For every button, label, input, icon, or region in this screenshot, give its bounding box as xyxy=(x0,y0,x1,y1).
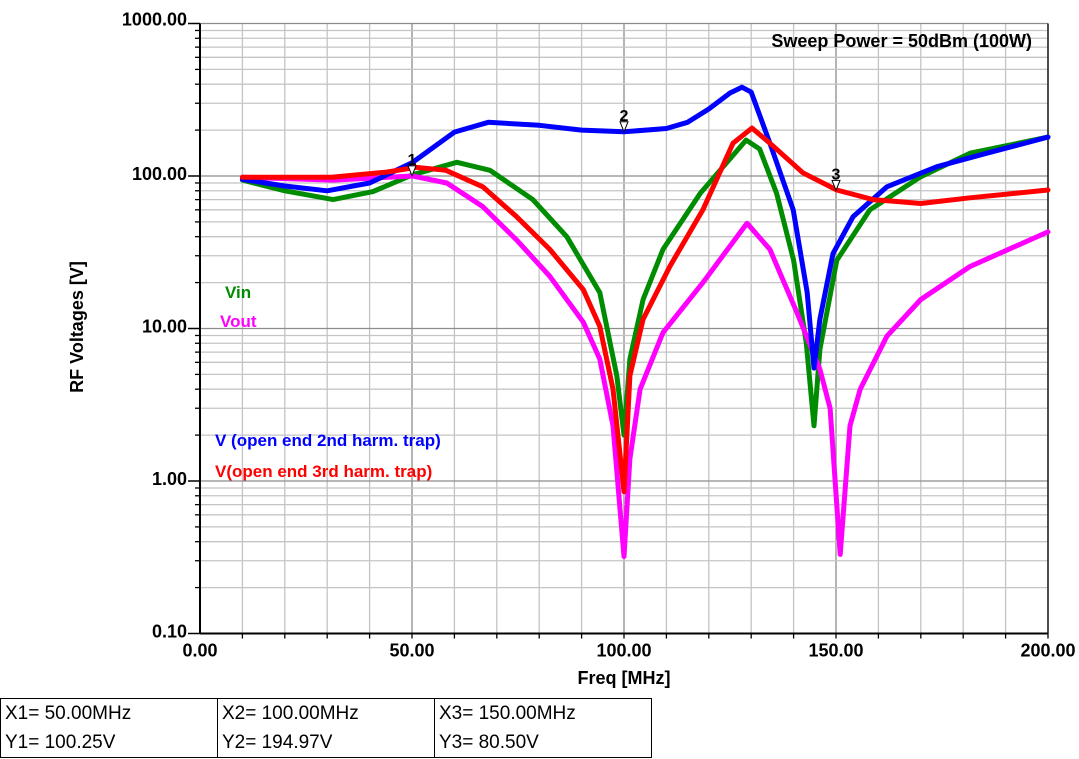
marker-label: 2 xyxy=(620,108,629,125)
chart-title: Sweep Power = 50dBm (100W) xyxy=(771,31,1032,51)
series-line-v-open-end-2nd-harm-trap xyxy=(239,84,1051,371)
legend-vout: Vout xyxy=(220,312,257,331)
marker-triangle xyxy=(619,121,629,134)
markers: 1 2 3 xyxy=(407,108,841,192)
legend-vin: Vin xyxy=(225,283,251,302)
marker-label: 1 xyxy=(408,152,417,169)
marker-3-x: X3= 150.00MHz xyxy=(434,698,652,728)
x-tick-label: 150.00 xyxy=(808,641,863,661)
legend-v-3rd-trap: V(open end 3rd harm. trap) xyxy=(215,462,432,481)
marker-triangle xyxy=(407,165,417,178)
axes: 1000.00 100.00 10.00 1.00 0.100.00 50.00 100.0… xyxy=(122,10,1076,661)
x-tick-label: 100.00 xyxy=(596,641,651,661)
marker-readout-table: X1= 50.00MHz X2= 100.00MHz X3= 150.00MHz… xyxy=(0,698,652,758)
x-tick-label: 50.00 xyxy=(389,641,434,661)
marker-2-x: X2= 100.00MHz xyxy=(217,698,435,728)
labels: Sweep Power = 50dBm (100W) Freq [MHz] RF… xyxy=(67,31,1032,688)
x-tick-label: 0.00 xyxy=(182,641,217,661)
marker-2-y: Y2= 194.97V xyxy=(217,728,435,758)
marker-label: 3 xyxy=(832,166,841,183)
y-tick-label: 1.00 xyxy=(152,469,187,489)
marker-1-x: X1= 50.00MHz xyxy=(0,698,218,728)
y-tick-label: 100.00 xyxy=(132,164,187,184)
series-line-vout xyxy=(239,173,1051,559)
legend-v-2nd-trap: V (open end 2nd harm. trap) xyxy=(215,431,441,450)
y-tick-label: 10.00 xyxy=(142,317,187,337)
y-axis-label: RF Voltages [V] xyxy=(67,261,87,393)
marker-1-y: Y1= 100.25V xyxy=(0,728,218,758)
y-tick-label: 0.10 xyxy=(152,622,187,642)
series-line-v-open-end-3rd-harm-trap xyxy=(239,125,1051,495)
marker-triangle xyxy=(831,179,841,192)
x-axis-label: Freq [MHz] xyxy=(578,668,671,688)
curves xyxy=(239,84,1051,559)
marker-3-y: Y3= 80.50V xyxy=(434,728,652,758)
y-tick-label: 1000.00 xyxy=(122,10,187,30)
x-tick-label: 200.00 xyxy=(1020,641,1075,661)
